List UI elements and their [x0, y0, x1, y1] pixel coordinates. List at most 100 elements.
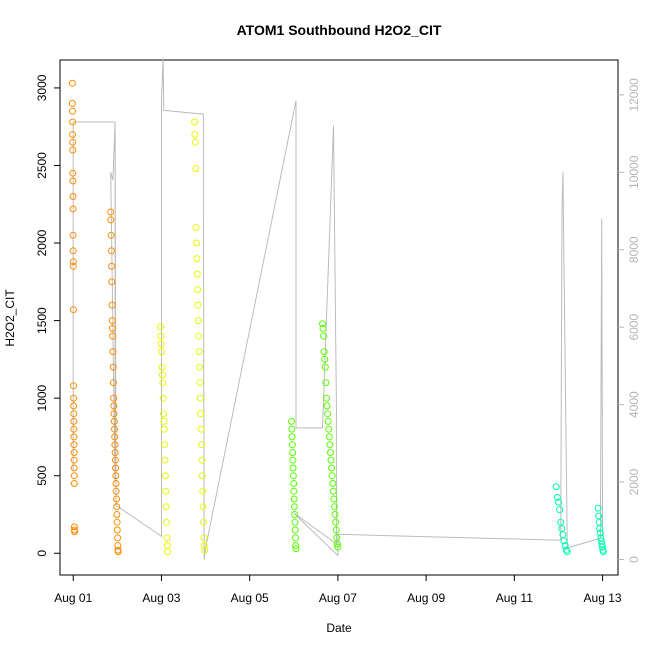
scatter-point — [599, 548, 607, 556]
scatter-point — [113, 495, 120, 503]
x-axis-label: Date — [326, 621, 352, 635]
scatter-point — [319, 320, 326, 328]
scatter-point — [70, 480, 78, 487]
scatter-point — [111, 456, 119, 464]
scatter-point — [109, 324, 116, 332]
scatter-point — [191, 118, 198, 126]
scatter-point — [70, 472, 78, 480]
scatter-point — [199, 487, 207, 495]
scatter-point — [70, 456, 78, 464]
scatter-point — [327, 456, 335, 464]
scatter-point — [291, 511, 299, 518]
scatter-point — [112, 480, 120, 487]
x-tick-label: Aug 03 — [142, 591, 180, 605]
scatter-point — [70, 394, 78, 402]
scatter-point — [70, 433, 78, 441]
scatter-point — [161, 441, 169, 449]
scatter-point — [191, 138, 199, 146]
scatter-point — [288, 441, 296, 449]
y-tick-label: 0 — [35, 550, 49, 557]
scatter-point — [328, 472, 336, 480]
scatter-point — [107, 247, 115, 255]
scatter-point — [563, 548, 571, 556]
scatter-point — [555, 498, 562, 506]
y-right-tick-label: 8000 — [627, 236, 641, 263]
scatter-point — [323, 402, 331, 410]
scatter-point — [560, 537, 568, 545]
chart-title: ATOM1 Southbound H2O2_CIT — [237, 22, 442, 38]
scatter-point — [160, 410, 167, 418]
scatter-point — [108, 262, 116, 270]
y-tick-label: 2000 — [35, 229, 49, 256]
right-axis-series-line — [72, 58, 604, 560]
scatter-point — [69, 107, 76, 115]
scatter-point — [326, 441, 334, 449]
y-tick-label: 1000 — [35, 384, 49, 411]
scatter-point — [291, 518, 299, 526]
scatter-point — [70, 523, 78, 531]
scatter-point — [158, 363, 166, 371]
scatter-point — [70, 410, 78, 418]
scatter-point — [290, 495, 298, 503]
scatter-point — [197, 410, 205, 418]
y-axis-label: H2O2_CIT — [3, 289, 17, 347]
scatter-point — [321, 363, 329, 371]
scatter-point — [595, 518, 603, 526]
scatter-point — [596, 525, 604, 532]
scatter-point — [69, 131, 77, 138]
scatter-point — [70, 425, 78, 433]
scatter-point — [561, 542, 569, 549]
scatter-point — [113, 511, 121, 518]
scatter-point — [160, 425, 168, 433]
x-tick-label: Aug 01 — [54, 591, 92, 605]
y-right-tick-label: 12000 — [627, 78, 641, 112]
scatter-point — [594, 504, 602, 512]
scatter-point — [110, 410, 118, 418]
scatter-point — [201, 546, 209, 554]
scatter-point — [70, 402, 78, 410]
scatter-point — [70, 382, 77, 390]
scatter-point — [108, 278, 116, 286]
scatter-point — [69, 138, 77, 146]
scatter-point — [200, 518, 207, 526]
scatter-point — [112, 464, 120, 472]
scatter-point — [194, 301, 202, 309]
scatter-point — [160, 417, 168, 425]
scatter-point — [68, 99, 76, 107]
scatter-point — [157, 340, 165, 348]
scatter-point — [325, 433, 333, 441]
scatter-point — [562, 546, 570, 554]
scatter-point — [289, 456, 297, 464]
scatter-point — [112, 472, 120, 480]
scatter-point — [328, 464, 336, 472]
scatter-point — [69, 205, 77, 213]
scatter-point — [111, 433, 119, 441]
scatter-point — [192, 165, 200, 173]
scatter-point — [322, 379, 330, 387]
scatter-point — [71, 528, 79, 536]
x-tick-label: Aug 11 — [496, 591, 533, 605]
scatter-point — [108, 301, 116, 309]
scatter-point — [290, 480, 298, 487]
scatter-point — [329, 480, 337, 487]
scatter-point — [552, 483, 560, 491]
scatter-point — [330, 495, 338, 503]
scatter-point — [114, 534, 122, 542]
scatter-point — [114, 548, 122, 556]
scatter-point — [292, 542, 300, 549]
scatter-point — [111, 449, 119, 456]
scatter-point — [111, 425, 118, 433]
x-tick-label: Aug 07 — [319, 591, 357, 605]
scatter-point — [288, 433, 296, 441]
scatter-point — [331, 503, 338, 511]
scatter-point — [70, 417, 78, 425]
scatter-point — [158, 371, 166, 379]
scatter-point — [157, 332, 165, 340]
scatter-point — [157, 323, 165, 331]
y-tick-label: 500 — [35, 465, 49, 485]
scatter-point — [107, 208, 115, 216]
y-tick-label: 1500 — [35, 307, 49, 334]
scatter-point — [107, 231, 115, 239]
scatter-point — [333, 540, 341, 548]
